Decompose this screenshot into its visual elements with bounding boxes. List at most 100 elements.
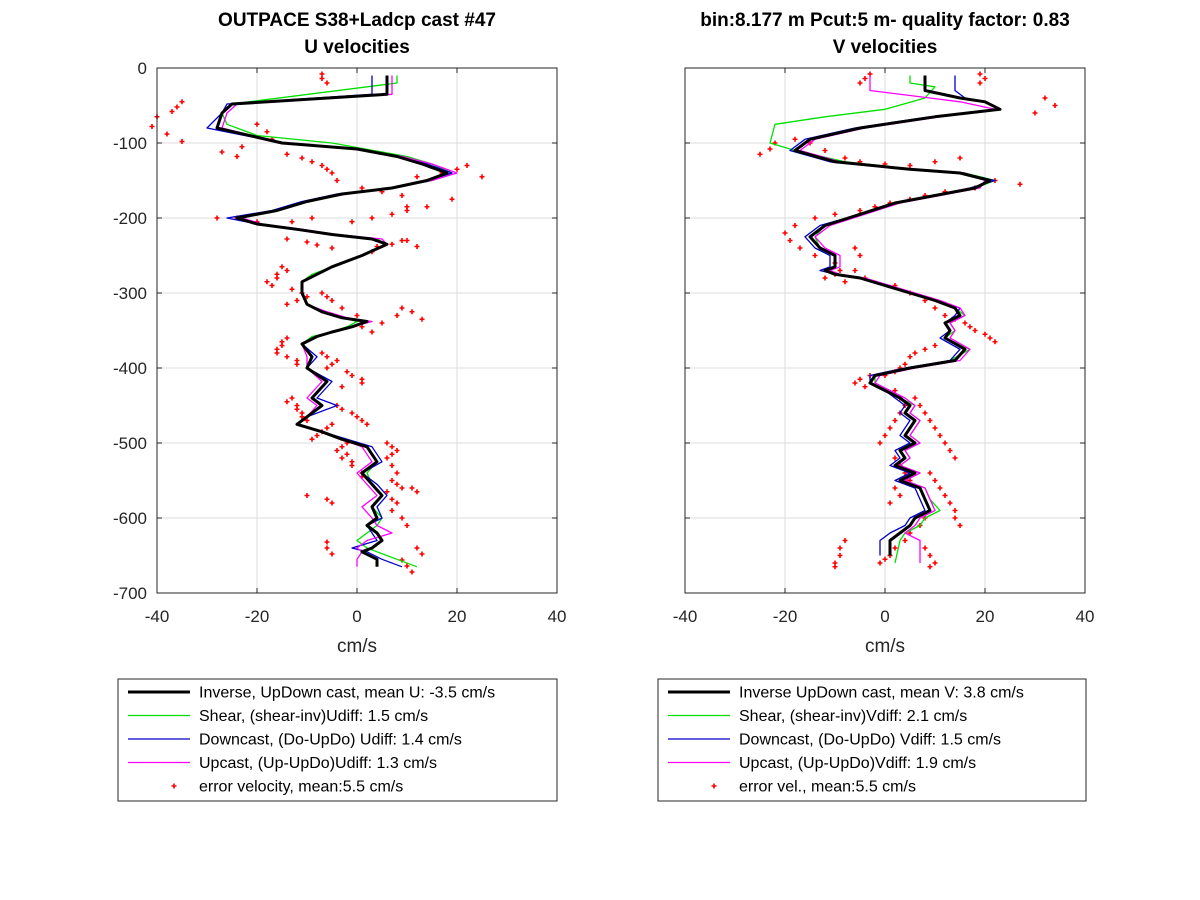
error-point (1032, 110, 1038, 116)
error-point (299, 155, 305, 161)
error-point (284, 301, 290, 307)
x-tick-label: 20 (448, 607, 467, 626)
error-point (922, 410, 928, 416)
error-point (164, 131, 170, 137)
left-series-group (149, 71, 485, 575)
error-point (419, 551, 425, 557)
error-point (324, 545, 330, 551)
error-point (927, 564, 933, 570)
error-point (449, 196, 455, 202)
error-point (832, 211, 838, 217)
error-point (179, 99, 185, 105)
error-point (942, 493, 948, 498)
error-point (857, 376, 863, 382)
error-point (329, 421, 335, 427)
error-point (324, 294, 330, 300)
error-point (414, 174, 420, 180)
error-point (942, 440, 948, 446)
error-point (937, 433, 943, 438)
error-point (389, 478, 395, 483)
series-line-0 (793, 75, 1002, 556)
right-legend-box (657, 678, 1087, 802)
error-point (349, 373, 355, 378)
error-point (977, 80, 983, 86)
error-point (857, 80, 863, 86)
error-point (334, 448, 340, 453)
error-point (334, 358, 340, 363)
x-tick-label: 20 (976, 607, 995, 626)
error-point (1017, 181, 1023, 187)
error-point (414, 244, 420, 249)
error-point (319, 76, 325, 81)
error-point (1042, 95, 1048, 101)
error-point (399, 238, 405, 243)
error-point (284, 236, 290, 242)
error-point (842, 155, 848, 161)
error-point (364, 421, 370, 427)
error-point (404, 238, 410, 243)
error-point (394, 481, 400, 487)
error-point (394, 470, 400, 476)
error-point (932, 560, 938, 566)
error-point (952, 508, 958, 513)
error-point (857, 253, 863, 258)
left-title: OUTPACE S38+Ladcp cast #47 (218, 10, 496, 31)
error-point (339, 444, 345, 450)
error-point (349, 463, 355, 468)
error-point (932, 305, 938, 311)
error-point (354, 313, 360, 318)
error-point (329, 245, 335, 251)
error-point (927, 418, 933, 423)
error-point (389, 211, 395, 217)
error-point (882, 556, 888, 562)
error-point (947, 448, 953, 453)
error-point (389, 508, 395, 513)
right-title: bin:8.177 m Pcut:5 m- quality factor: 0.… (700, 10, 1070, 31)
error-point (359, 185, 365, 191)
error-point (344, 451, 350, 457)
error-point (329, 298, 335, 303)
error-point (284, 151, 290, 157)
error-point (389, 463, 395, 468)
error-point (324, 166, 330, 172)
legend-swatch-error (711, 783, 717, 789)
legend-label: error velocity, mean:5.5 cm/s (199, 779, 403, 796)
error-point (912, 395, 918, 401)
error-point (324, 354, 330, 360)
y-tick-label: -700 (113, 584, 147, 603)
error-point (389, 496, 395, 502)
error-point (264, 279, 270, 285)
y-tick-label: -300 (113, 284, 147, 303)
legend-label: Downcast, (Do-UpDo) Vdiff: 1.5 cm/s (739, 732, 1001, 749)
error-point (284, 354, 290, 360)
error-point (304, 294, 310, 300)
error-point (792, 136, 798, 142)
error-point (384, 455, 390, 461)
error-point (882, 433, 888, 438)
error-point (324, 539, 330, 545)
error-point (907, 530, 913, 536)
error-point (334, 178, 340, 183)
error-point (922, 545, 928, 551)
error-point (389, 451, 395, 457)
legend-label: Upcast, (Up-UpDo)Udiff: 1.3 cm/s (199, 755, 437, 772)
error-point (897, 493, 903, 498)
error-point (852, 268, 858, 273)
error-point (942, 313, 948, 318)
error-point (379, 320, 385, 326)
u-velocity-axes: OUTPACE S38+Ladcp cast #47 U velocities … (113, 10, 566, 657)
error-point (977, 71, 983, 77)
error-point (932, 425, 938, 431)
error-point (274, 275, 280, 281)
error-point (304, 418, 310, 423)
error-point (787, 238, 793, 243)
error-point (399, 485, 405, 491)
error-point (309, 159, 315, 165)
legend-label: Shear, (shear-inv)Udiff: 1.5 cm/s (199, 708, 428, 725)
error-point (294, 361, 300, 367)
error-point (394, 500, 400, 506)
error-point (174, 104, 180, 110)
error-point (947, 500, 953, 506)
error-point (797, 245, 803, 251)
